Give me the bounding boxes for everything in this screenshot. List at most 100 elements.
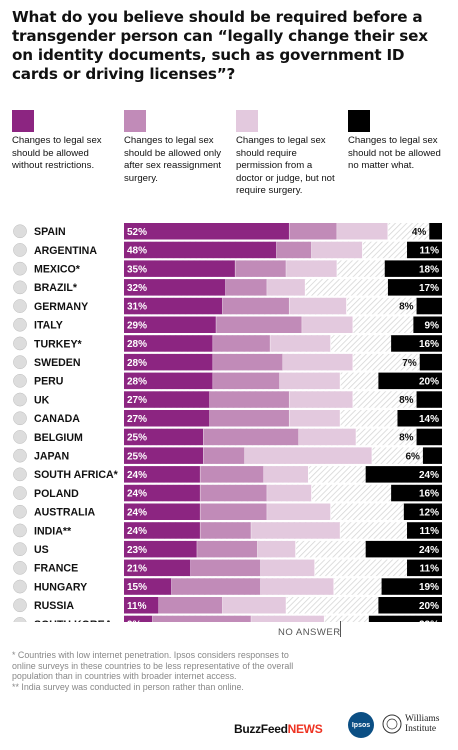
bar-segment — [311, 241, 363, 259]
no-answer-marker — [340, 621, 341, 637]
country-label: INDIA** — [34, 525, 72, 537]
australia-flag-icon — [13, 504, 27, 519]
williams-institute-seal-icon — [382, 714, 402, 734]
value-label: 25% — [127, 433, 147, 444]
bar-segment — [124, 503, 201, 520]
value-label: 9% — [425, 320, 440, 331]
country-label: UK — [34, 394, 50, 406]
value-label: 23% — [419, 620, 439, 622]
bar-segment — [200, 466, 264, 483]
bar-segment — [244, 447, 373, 464]
bar-segment — [124, 597, 159, 614]
bar-segment — [286, 260, 338, 277]
belgium-flag-icon — [13, 430, 27, 444]
value-label: 21% — [127, 563, 147, 574]
bar-segment — [391, 335, 442, 352]
country-label: BRAZIL* — [34, 282, 78, 294]
mexico-flag-icon — [13, 261, 27, 276]
value-label: 19% — [419, 582, 439, 593]
peru-flag-icon — [13, 374, 27, 388]
legend-swatch — [124, 110, 146, 132]
bar-segment — [197, 540, 258, 558]
country-label: POLAND — [34, 488, 79, 500]
bar-segment — [416, 391, 442, 408]
bar-segment — [267, 503, 331, 520]
country-label: US — [34, 544, 49, 556]
bar-segment — [203, 428, 299, 446]
japan-flag-icon — [13, 448, 27, 463]
country-label: ARGENTINA — [34, 245, 97, 257]
bar-segment — [124, 484, 201, 502]
legend-item-no-restrictions: Changes to legal sex should be allowed w… — [12, 110, 116, 173]
value-label: 18% — [419, 264, 439, 275]
value-label: 32% — [127, 283, 147, 294]
bar-segment — [200, 484, 268, 502]
bar-segment — [267, 484, 312, 502]
legend-label: Changes to legal sex should be allowed o… — [124, 135, 222, 184]
bar-segment — [124, 297, 223, 315]
value-label: 24% — [419, 545, 439, 556]
value-label: 8% — [399, 302, 414, 313]
russia-flag-icon — [13, 598, 27, 613]
canada-flag-icon — [13, 411, 27, 426]
value-label: 35% — [127, 264, 147, 275]
stacked-bar-chart: SPAIN 52% 4% ARGENTINA 48% 11% MEXICO* 35% 18% BR… — [13, 223, 442, 622]
legend-label: Changes to legal sex should be allowed w… — [12, 135, 102, 172]
bar-segment — [171, 578, 261, 595]
value-label: 20% — [419, 601, 439, 612]
bar-segment — [251, 615, 325, 622]
bar-segment — [124, 410, 210, 427]
bar-segment — [419, 353, 442, 371]
south-korea-flag-icon — [13, 617, 27, 622]
bar-segment — [422, 447, 442, 464]
value-label: 7% — [402, 358, 417, 369]
bar-segment — [216, 316, 303, 333]
bar-segment — [416, 428, 442, 446]
value-label: 23% — [127, 545, 147, 556]
bar-segment — [397, 410, 442, 427]
argentina-flag-icon — [13, 243, 27, 257]
bar-segment — [124, 335, 214, 352]
bar-segment — [378, 597, 442, 614]
bar-segment — [416, 297, 442, 315]
bar-segment — [190, 559, 261, 577]
bar-segment — [124, 372, 214, 390]
value-label: 28% — [127, 376, 147, 387]
legend-swatch — [12, 110, 34, 132]
bar-segment — [124, 316, 217, 333]
bar-segment — [289, 297, 347, 315]
country-label: FRANCE — [34, 563, 78, 575]
bar-segment — [124, 241, 277, 259]
value-label: 28% — [127, 339, 147, 350]
bar-segment — [124, 223, 290, 240]
country-label: TURKEY* — [34, 338, 83, 350]
bar-segment — [152, 615, 252, 622]
value-label: 24% — [127, 489, 147, 500]
value-label: 9% — [127, 620, 142, 622]
country-label: MEXICO* — [34, 263, 81, 275]
bar-segment — [209, 410, 290, 427]
bar-segment — [124, 522, 201, 539]
bar-segment — [209, 391, 290, 408]
value-label: 52% — [127, 227, 147, 238]
bar-segment — [124, 578, 172, 595]
bar-segment — [225, 279, 268, 296]
bar-segment — [124, 559, 191, 577]
bar-segment — [270, 335, 331, 352]
bar-segment — [251, 522, 341, 539]
value-label: 27% — [127, 414, 147, 425]
bar-segment — [289, 391, 353, 408]
buzzfeed-news-logo: BuzzFeedNEWS — [234, 722, 323, 736]
bar-segment — [267, 279, 306, 296]
bar-segment — [263, 466, 309, 483]
value-label: 24% — [127, 507, 147, 518]
bar-segment — [387, 279, 442, 296]
value-label: 24% — [127, 526, 147, 537]
bar-segment — [302, 316, 353, 333]
country-label: RUSSIA — [34, 600, 74, 612]
bar-segment — [124, 279, 226, 296]
value-label: 16% — [419, 489, 439, 500]
bar-segment — [158, 597, 223, 614]
country-label: PERU — [34, 376, 63, 388]
bar-segment — [200, 503, 268, 520]
